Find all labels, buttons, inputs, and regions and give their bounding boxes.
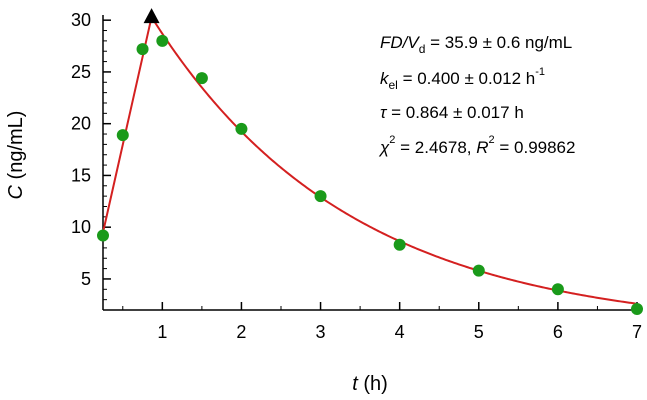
data-point bbox=[551, 283, 564, 296]
peak-marker-group bbox=[143, 8, 160, 24]
x-axis-label: t (h) bbox=[352, 373, 388, 395]
fit-line bbox=[102, 14, 636, 305]
data-point bbox=[393, 238, 406, 251]
x-tick-label: 7 bbox=[632, 322, 642, 342]
data-point bbox=[235, 122, 248, 135]
x-tick-label: 1 bbox=[157, 322, 167, 342]
annotation-tau: τ = 0.864 ± 0.017 h bbox=[380, 103, 524, 122]
fit-curve bbox=[102, 14, 636, 305]
annotation-fd-vd: FD/Vd = 35.9 ± 0.6 ng/mL bbox=[380, 33, 572, 56]
fit-annotations: FD/Vd = 35.9 ± 0.6 ng/mL kel = 0.400 ± 0… bbox=[378, 33, 575, 157]
axes: 5 10 15 20 25 30 1 2 3 4 5 6 7 bbox=[71, 10, 642, 342]
x-tick-label: 3 bbox=[316, 322, 326, 342]
data-point bbox=[156, 34, 169, 47]
data-point bbox=[116, 129, 129, 142]
x-tick-label: 4 bbox=[395, 322, 405, 342]
data-point bbox=[472, 264, 485, 277]
y-axis-label: C (ng/mL) bbox=[5, 111, 27, 200]
data-point bbox=[631, 302, 643, 315]
y-tick-label: 15 bbox=[71, 165, 91, 185]
data-point bbox=[195, 72, 208, 85]
annotation-chi-r: χ2 = 2.4678, R2 = 0.99862 bbox=[378, 134, 575, 157]
annotation-k-el: kel = 0.400 ± 0.012 h-1 bbox=[380, 66, 545, 92]
x-tick-label: 2 bbox=[236, 322, 246, 342]
y-tick-label: 20 bbox=[71, 114, 91, 134]
y-tick-label: 25 bbox=[71, 62, 91, 82]
x-tick-label: 5 bbox=[474, 322, 484, 342]
y-tick-label: 10 bbox=[71, 217, 91, 237]
data-point bbox=[97, 229, 109, 242]
y-tick-label: 5 bbox=[81, 269, 91, 289]
x-tick-label: 6 bbox=[553, 322, 563, 342]
peak-marker bbox=[143, 8, 160, 24]
data-point bbox=[314, 190, 327, 203]
data-points bbox=[97, 34, 643, 315]
y-tick-label: 30 bbox=[71, 10, 91, 30]
data-point bbox=[136, 43, 149, 56]
